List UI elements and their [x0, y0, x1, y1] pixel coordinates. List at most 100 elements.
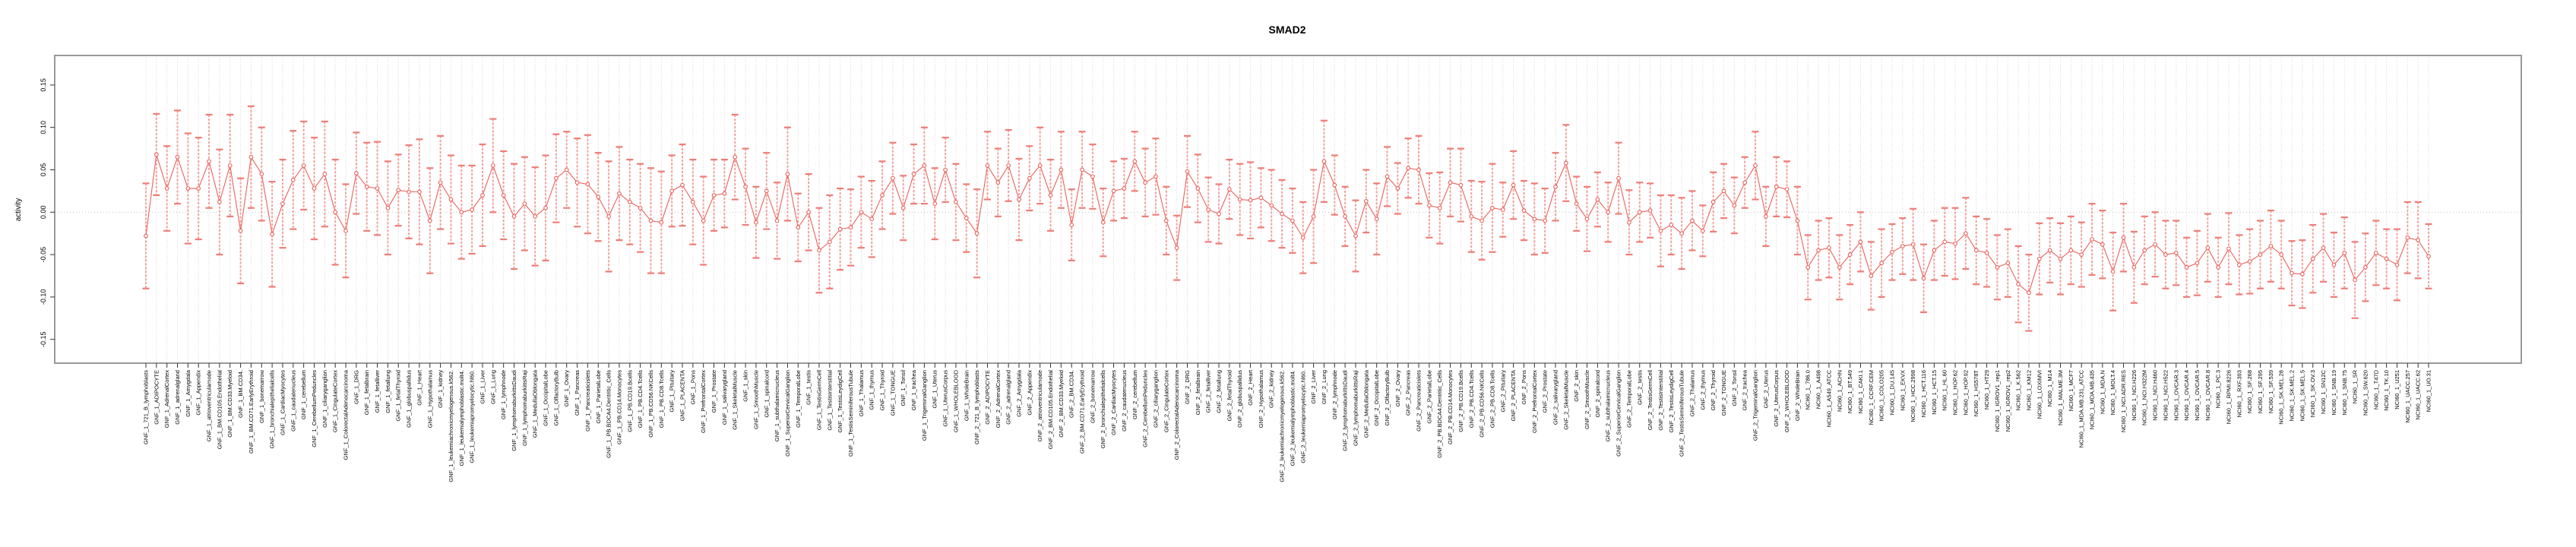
y-axis-ticks	[50, 84, 55, 340]
x-tick-label: GNF_1_caudatenucleus	[290, 370, 296, 432]
data-point	[1532, 217, 1537, 222]
data-point	[1669, 223, 1674, 227]
data-point	[2236, 262, 2242, 267]
data-point	[480, 193, 485, 198]
x-tick-label: GNF_1_globuspallidus	[406, 370, 413, 428]
x-tick-label: GNF_1_PB.CD56.NKCells	[647, 370, 654, 438]
data-point	[943, 167, 948, 172]
x-tick-label: GNF_1_PLACENTA	[679, 370, 686, 421]
data-point	[669, 188, 675, 194]
data-point	[238, 229, 243, 233]
data-point	[817, 248, 821, 253]
data-point	[1416, 167, 1421, 172]
x-tick-label: GNF_1_Liver	[479, 370, 486, 404]
x-tick-label: GNF_2_trachea	[1742, 369, 1748, 410]
data-point	[1143, 180, 1147, 185]
x-tick-label: GNF_2_SkeletalMuscle	[1562, 370, 1569, 430]
x-tick-label: GNF_1_Prostate	[710, 370, 717, 413]
data-point	[1006, 163, 1011, 168]
x-tick-label: NCI60_1_SK.MEL.28	[2278, 370, 2285, 425]
y-tick-label: 0.05	[40, 163, 47, 177]
x-tick-label: NCI60_1_CCRF.CEM	[1868, 370, 1875, 425]
data-point	[2131, 264, 2137, 270]
data-point	[1269, 203, 1274, 208]
data-point	[470, 207, 474, 212]
x-tick-label: GNF_1_salivarygland	[721, 370, 728, 425]
data-point	[1469, 214, 1474, 219]
series-line	[145, 154, 2429, 294]
x-tick-label: NCI60_1_NCI.H460	[2152, 370, 2159, 421]
x-tick-label: GNF_1_Hypothalamus	[426, 370, 433, 428]
data-point	[2363, 264, 2368, 270]
data-point	[837, 226, 843, 232]
data-point	[606, 214, 611, 219]
x-tick-label: GNF_2_bonemarrow	[1089, 369, 1096, 423]
data-point	[2142, 248, 2147, 253]
x-tick-label: NCI60_1_786.0	[1805, 370, 1812, 410]
x-tick-label: GNF_1_Thyroid	[879, 370, 886, 410]
plot-border	[54, 55, 2522, 364]
data-point	[2290, 270, 2294, 276]
data-point	[1300, 235, 1305, 240]
x-tick-label: GNF_1_ParietalLobe	[595, 370, 602, 423]
data-point	[1732, 203, 1737, 208]
data-point	[1174, 245, 1179, 251]
x-tick-label: GNF_2_PB.BDCA4.Dentritic_Cells	[1436, 370, 1443, 458]
x-tick-label: GNF_1_AdrenalCortex	[163, 370, 170, 428]
x-tick-label: GNF_1_Thalamus	[858, 370, 865, 417]
y-tick-label: 0.15	[40, 78, 47, 92]
data-point	[2090, 237, 2094, 242]
x-tick-label: GNF_1_CardiacMyocytes	[279, 370, 286, 435]
x-tick-label: GNF_2_Liver	[1310, 370, 1317, 404]
data-point	[1248, 198, 1253, 203]
data-point	[1090, 174, 1095, 179]
data-point	[2173, 251, 2179, 255]
data-point	[954, 200, 958, 204]
data-point	[185, 186, 191, 191]
x-tick-label: NCI60_1_M14	[2046, 370, 2053, 406]
data-point	[1942, 239, 1948, 245]
x-tick-label: NCI60_1_SF.539	[2267, 370, 2274, 413]
x-tick-label: NCI60_1_PC.3	[2215, 370, 2222, 408]
data-point	[2321, 245, 2326, 251]
data-point	[2205, 245, 2210, 251]
x-tick-label: NCI60_1_SK.MEL.2	[2289, 370, 2296, 422]
data-point	[1973, 248, 1979, 253]
x-tick-label: NCI60_1_MCF7	[2068, 370, 2074, 411]
x-tick-label: NCI60_1_MDA.MB.231_ATCC	[2078, 369, 2085, 447]
data-point	[1679, 231, 1684, 236]
data-point	[1059, 167, 1064, 172]
data-point	[385, 205, 391, 210]
x-tick-label: GNF_1_PB.CD19.Bcells	[626, 370, 633, 432]
x-tick-label: GNF_1_PB.BDCA4.Dentritic_Cells	[606, 370, 612, 458]
x-tick-label: NCI60_1_MOLT.4	[2109, 370, 2116, 415]
x-tick-label: GNF_1_ADIPOCYTE	[153, 370, 160, 425]
data-point	[2184, 264, 2189, 270]
data-point	[270, 232, 274, 237]
data-point	[207, 159, 211, 164]
x-tick-label: NCI60_1_SNB.19	[2331, 370, 2337, 416]
x-tick-label: NCI60_1_HT29	[1983, 370, 1990, 409]
y-tick-label: 0.00	[40, 206, 47, 220]
x-tick-label: GNF_1_SuperiorCervicalGanglion	[784, 370, 791, 457]
x-tick-label: GNF_2_leukemialymphoblastic.molt4.	[1289, 370, 1296, 466]
x-tick-label: GNF_2_TemporalLobe	[1625, 370, 1632, 428]
data-point	[2068, 248, 2074, 253]
x-tick-label: GNF_2_PB.CD14.Monocytes	[1447, 370, 1454, 444]
data-point	[312, 186, 317, 191]
x-tick-label: GNF_2_thymus	[1699, 370, 1706, 410]
x-tick-label: GNF_2_TestisGermCell	[1647, 370, 1654, 431]
x-tick-label: GNF_1_SmoothMuscle	[752, 370, 759, 429]
x-tick-label: GNF_1_fetallung	[385, 370, 391, 413]
x-tick-label: GNF_1_OccipitalLobe	[543, 370, 549, 426]
x-tick-label: GNF_2_TrigeminalGanglion	[1752, 370, 1759, 441]
data-point	[1995, 264, 2000, 270]
data-point	[2405, 235, 2410, 240]
x-tick-label: GNF_2_721_B_lymphoblasts	[973, 370, 980, 444]
data-point	[1690, 218, 1695, 223]
x-tick-label: GNF_2_Uterus	[1762, 370, 1769, 409]
error-bars	[142, 105, 2432, 332]
data-point	[554, 175, 559, 181]
x-tick-label: GNF_1_fetalbrain	[363, 370, 370, 415]
x-tick-label: GNF_2_lymphomaburkittsDaudi	[1342, 370, 1349, 451]
